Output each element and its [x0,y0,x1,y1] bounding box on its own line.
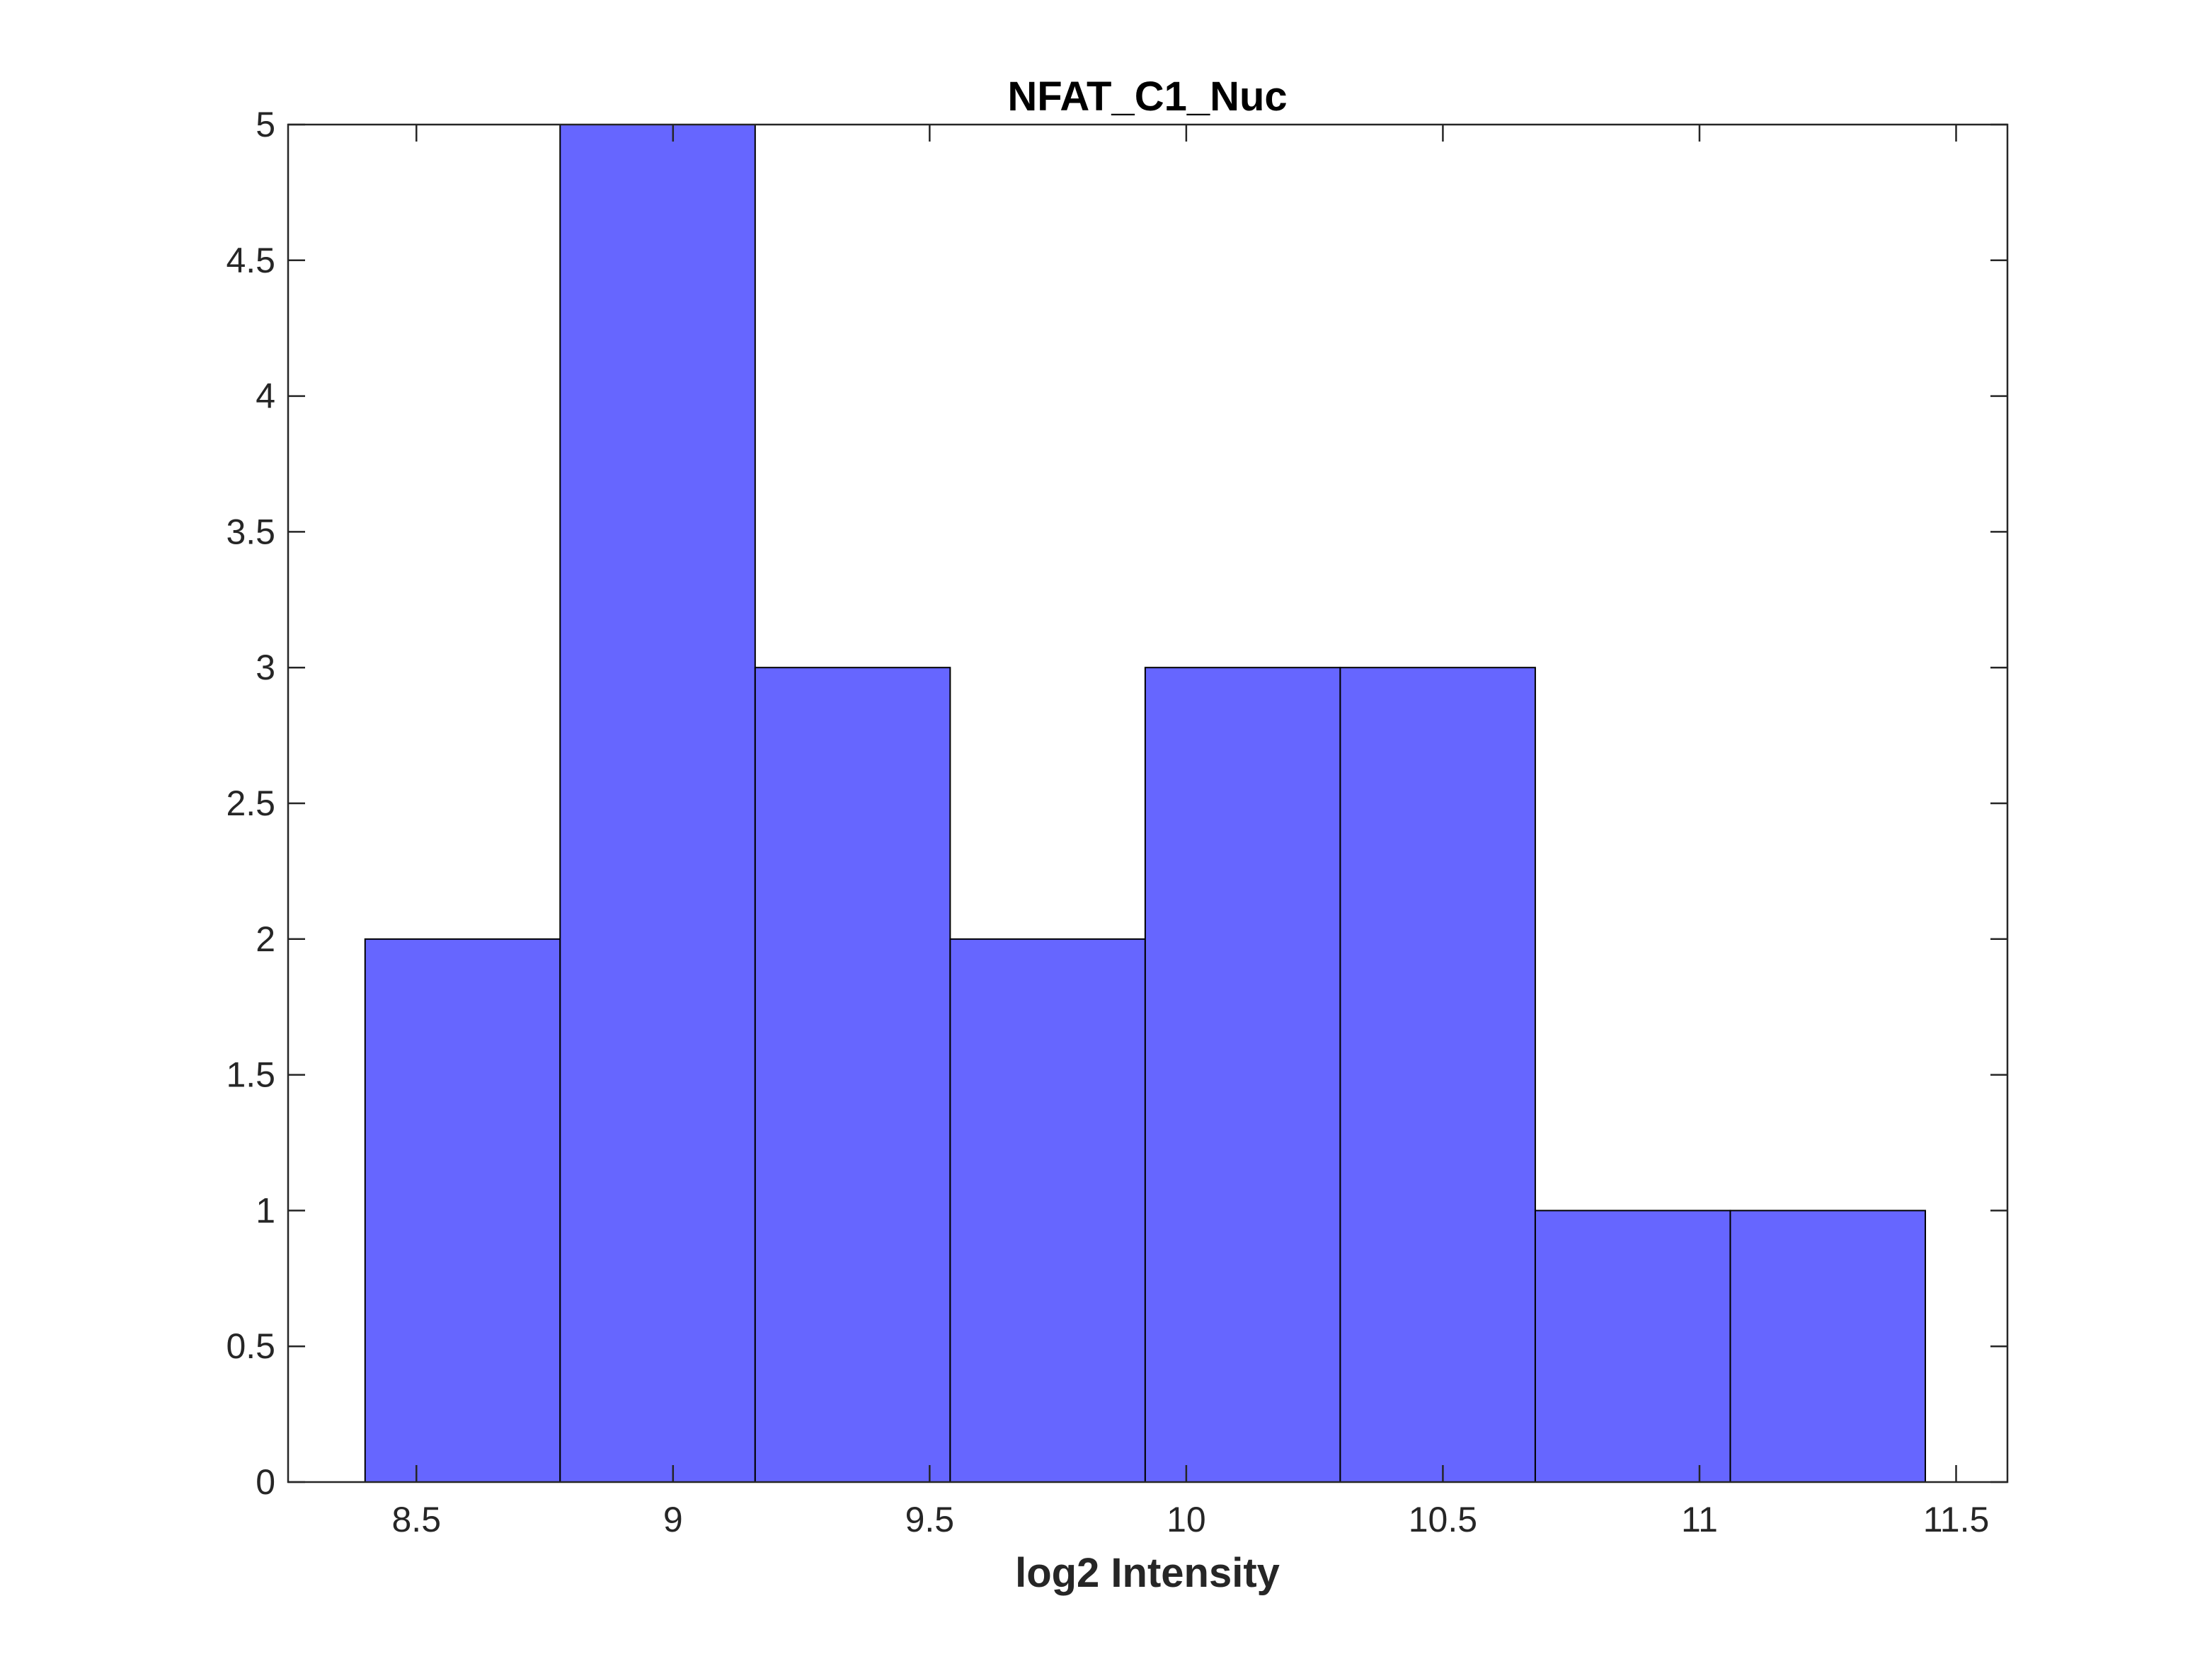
x-axis-ticks: 8.5 9 9.5 10 10.5 11 11.5 [392,125,1990,1539]
histogram-bar [559,124,756,1483]
x-tick-label: 10 [1167,1500,1206,1539]
histogram-bar [949,938,1146,1483]
y-tick-label: 0.5 [226,1326,275,1366]
histogram-bar [1729,1210,1926,1483]
x-axis-title: log2 Intensity [1015,1550,1280,1596]
x-tick-label: 11 [1681,1500,1718,1539]
histogram-bar [364,938,561,1483]
y-tick-label: 0 [256,1462,275,1502]
y-tick-label: 2.5 [226,783,275,823]
chart-title: NFAT_C1_Nuc [1007,74,1287,120]
histogram-bar [754,667,951,1483]
x-tick-label: 10.5 [1409,1500,1477,1539]
y-tick-label: 4 [256,377,275,416]
histogram-bar [1339,667,1536,1483]
x-tick-label: 8.5 [392,1500,442,1539]
histogram-bar [1144,667,1341,1483]
y-tick-label: 4.5 [226,241,275,280]
x-tick-label: 9.5 [905,1500,955,1539]
y-tick-label: 1 [256,1190,275,1230]
x-tick-label: 11.5 [1923,1500,1990,1539]
y-tick-label: 1.5 [226,1055,275,1095]
y-axis-ticks: 0 0.5 1 1.5 2 2.5 3 3.5 4 4.5 5 [226,105,2007,1502]
y-tick-label: 2 [256,919,275,959]
histogram-bar [1534,1210,1731,1483]
y-tick-label: 3.5 [226,512,275,551]
x-tick-label: 9 [663,1500,683,1539]
y-tick-label: 3 [256,648,275,687]
y-tick-label: 5 [256,105,275,144]
bars-group [364,124,1926,1483]
